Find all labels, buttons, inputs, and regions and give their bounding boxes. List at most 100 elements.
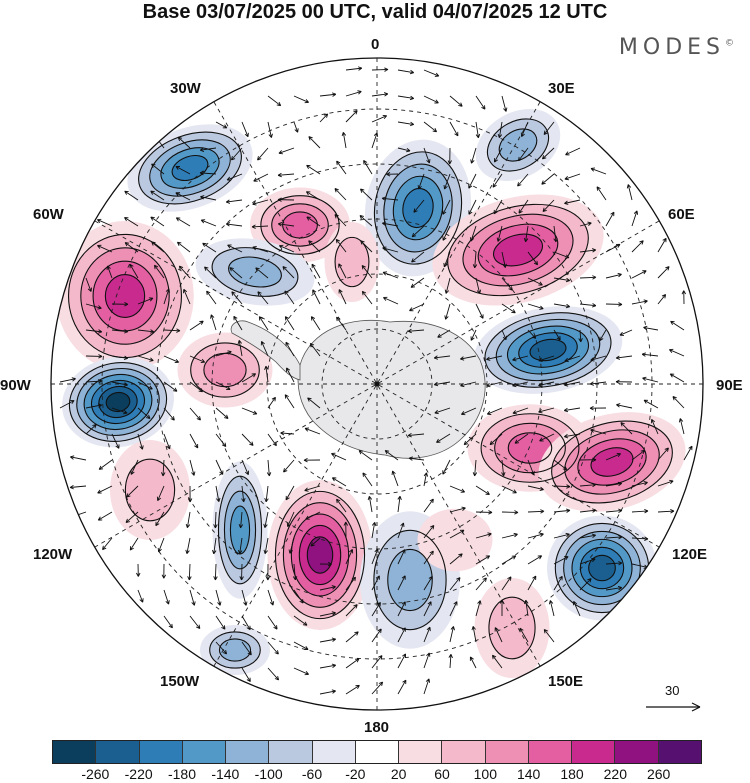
wind-arrow bbox=[468, 199, 477, 215]
wind-arrow bbox=[371, 655, 383, 669]
wind-arrow bbox=[363, 159, 373, 175]
wind-arrow bbox=[423, 601, 432, 617]
contour-line bbox=[298, 524, 342, 586]
wind-arrow bbox=[283, 459, 295, 473]
wind-arrow bbox=[241, 615, 251, 631]
contour-line bbox=[480, 413, 580, 483]
colorbar-tick-label: 60 bbox=[434, 766, 450, 782]
wind-arrow bbox=[407, 433, 425, 438]
wind-arrow bbox=[501, 277, 513, 291]
wind-arrow bbox=[277, 222, 295, 227]
wind-arrow bbox=[336, 160, 347, 175]
wind-arrow bbox=[501, 576, 512, 591]
wind-arrow bbox=[553, 329, 561, 341]
wind-arrow bbox=[111, 407, 128, 415]
contour-line bbox=[149, 139, 231, 197]
wind-arrow bbox=[280, 431, 295, 436]
wind-arrow bbox=[527, 509, 545, 514]
wind-arrow bbox=[579, 533, 597, 539]
wind-arrow bbox=[229, 267, 243, 279]
wind-arrow bbox=[336, 498, 347, 513]
contour-line bbox=[209, 631, 261, 669]
anomaly-high-60w bbox=[56, 221, 194, 371]
lon-label-150w: 150W bbox=[160, 673, 200, 690]
wind-arrow bbox=[153, 264, 165, 279]
colorbar-tick-label: -140 bbox=[211, 766, 240, 782]
wind-arrow bbox=[241, 459, 250, 476]
wind-arrow bbox=[215, 641, 228, 655]
wind-arrow bbox=[129, 263, 139, 279]
wind-arrow bbox=[579, 303, 597, 308]
wind-arrow bbox=[501, 95, 508, 112]
wind-arrow bbox=[626, 184, 633, 201]
wind-arrow bbox=[239, 563, 244, 581]
wind-arrow bbox=[210, 314, 217, 331]
wind-arrow bbox=[563, 407, 581, 413]
lon-label-60w: 60W bbox=[33, 206, 64, 223]
wind-arrow bbox=[284, 316, 295, 331]
wind-arrow bbox=[631, 210, 639, 227]
wind-arrow bbox=[238, 511, 244, 529]
wind-arrow bbox=[657, 266, 670, 279]
wind-arrow bbox=[409, 303, 425, 312]
wind-arrow bbox=[264, 365, 269, 383]
anomaly-high-160e bbox=[417, 508, 493, 572]
wind-arrow bbox=[336, 316, 347, 331]
wind-arrow bbox=[237, 339, 243, 357]
wind-arrow bbox=[257, 291, 269, 305]
wind-arrow bbox=[331, 477, 347, 487]
wind-arrow bbox=[341, 131, 347, 149]
contour-line bbox=[138, 131, 242, 205]
reference-vector-label: 30 bbox=[665, 683, 680, 698]
wind-arrow bbox=[527, 485, 544, 492]
wind-arrow bbox=[345, 631, 359, 643]
wind-arrow bbox=[176, 241, 191, 253]
wind-arrow bbox=[475, 303, 484, 319]
wind-arrow bbox=[486, 407, 503, 415]
wind-arrow bbox=[475, 121, 481, 139]
wind-arrow bbox=[161, 563, 167, 579]
colorbar-swatch bbox=[528, 741, 573, 763]
wind-arrow bbox=[460, 355, 477, 361]
wind-arrow bbox=[501, 485, 517, 494]
wind-arrow bbox=[615, 379, 633, 385]
wind-arrow bbox=[683, 445, 693, 461]
wind-arrow bbox=[514, 433, 529, 444]
colorbar-swatch bbox=[312, 741, 356, 763]
lon-label-30e: 30E bbox=[548, 80, 575, 97]
wind-arrow bbox=[423, 69, 440, 77]
wind-arrow bbox=[442, 225, 451, 241]
colorbar-tick-label: 100 bbox=[473, 766, 498, 782]
wind-arrow bbox=[285, 341, 295, 357]
wind-arrow bbox=[397, 121, 415, 127]
wind-arrow bbox=[309, 342, 321, 357]
wind-arrow bbox=[631, 270, 647, 279]
colorbar-swatch bbox=[53, 741, 97, 763]
colorbar-tick-label: 20 bbox=[390, 766, 407, 782]
anomaly-high-south-west bbox=[110, 440, 190, 540]
wind-arrow bbox=[491, 654, 503, 669]
wind-arrow bbox=[411, 251, 425, 263]
colorbar-swatch bbox=[572, 741, 616, 763]
wind-arrow bbox=[284, 394, 295, 409]
wind-arrow bbox=[178, 265, 191, 279]
wind-arrow bbox=[163, 433, 171, 450]
wind-arrow bbox=[681, 290, 687, 305]
wind-arrow bbox=[358, 450, 373, 461]
reference-vector-arrow bbox=[646, 702, 701, 712]
wind-arrow bbox=[137, 329, 155, 334]
colorbar-tick-label: 180 bbox=[560, 766, 584, 782]
wind-arrow bbox=[59, 400, 75, 409]
colorbar-tick-label: -260 bbox=[81, 766, 110, 782]
wind-arrow bbox=[206, 290, 217, 305]
wind-arrow bbox=[605, 302, 623, 307]
wind-arrow bbox=[449, 121, 459, 137]
wind-arrow bbox=[215, 121, 228, 129]
wind-arrow bbox=[553, 508, 571, 513]
wind-arrow bbox=[517, 173, 529, 187]
lon-label-120w: 120W bbox=[33, 546, 73, 563]
wind-arrow bbox=[360, 188, 373, 201]
contour-line bbox=[260, 195, 340, 255]
wind-arrow bbox=[527, 575, 537, 591]
wind-arrow bbox=[553, 532, 570, 539]
